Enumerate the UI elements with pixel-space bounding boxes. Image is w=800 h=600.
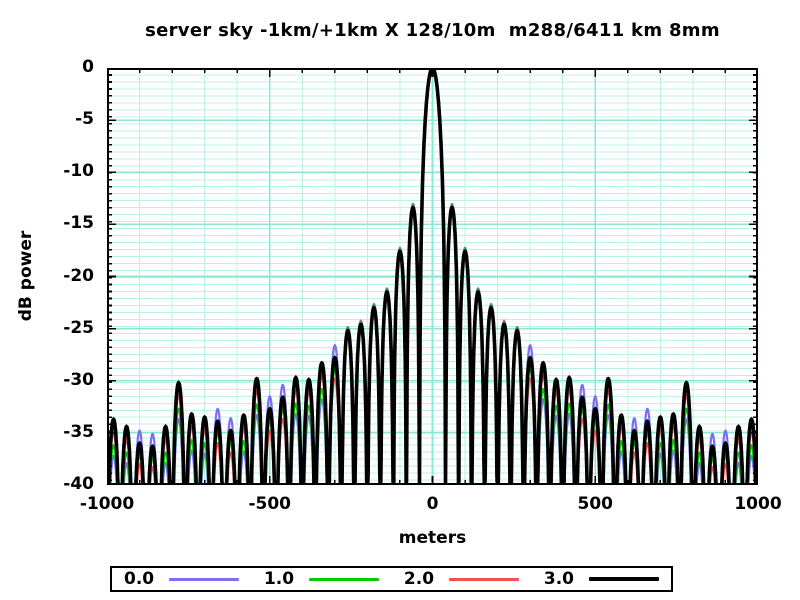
y-tick-label: -30 xyxy=(63,369,94,390)
y-tick-label: -20 xyxy=(63,265,94,286)
x-axis-label: meters xyxy=(398,528,467,548)
y-tick-label: 0 xyxy=(82,57,94,77)
legend-line-sample xyxy=(588,577,659,581)
legend-line-sample xyxy=(309,577,380,581)
x-tick-label: 0 xyxy=(426,494,439,514)
legend-item: 1.0 xyxy=(263,568,380,589)
legend-label: 0.0 xyxy=(124,568,155,589)
x-tick-label: 1000 xyxy=(734,494,782,514)
legend-line-sample xyxy=(449,577,520,581)
chart-svg xyxy=(107,66,758,487)
legend-label: 3.0 xyxy=(543,568,574,589)
x-tick-label: 500 xyxy=(577,494,614,514)
legend-item: 2.0 xyxy=(403,568,520,589)
legend: 0.0 1.0 2.0 3.0 xyxy=(110,566,673,592)
y-tick-label: -10 xyxy=(63,161,94,182)
plot-border xyxy=(107,68,758,485)
y-tick-label: -35 xyxy=(63,421,94,442)
chart-title: server sky -1km/+1km X 128/10m m288/6411… xyxy=(145,20,720,41)
axis-ticks xyxy=(108,69,757,484)
grid-major-lines xyxy=(107,68,758,485)
legend-item: 0.0 xyxy=(124,568,240,589)
y-tick-label: -15 xyxy=(63,213,94,234)
legend-line-sample xyxy=(169,577,240,581)
legend-label: 2.0 xyxy=(403,568,435,589)
plot-area xyxy=(107,66,758,487)
x-tick-label: -500 xyxy=(248,494,292,514)
y-tick-label: -25 xyxy=(63,317,94,338)
y-tick-label: -40 xyxy=(63,474,94,494)
legend-item: 3.0 xyxy=(543,568,659,589)
legend-label: 1.0 xyxy=(263,568,295,589)
x-tick-label: -1000 xyxy=(79,494,135,514)
y-tick-label: -5 xyxy=(75,109,94,130)
